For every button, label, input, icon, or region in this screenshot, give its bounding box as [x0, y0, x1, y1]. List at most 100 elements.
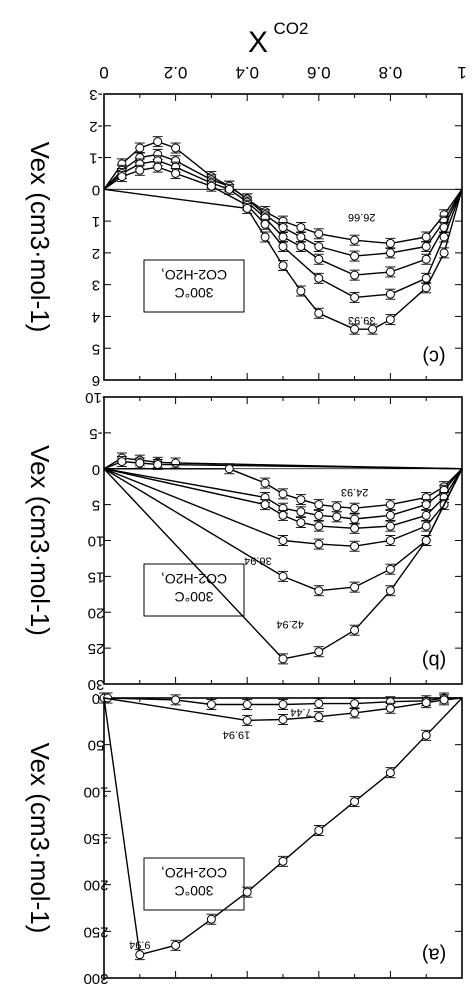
data-point [314, 539, 324, 549]
y-tick-label: 3 [92, 277, 100, 294]
curve-annotation: 36.94 [244, 555, 272, 567]
data-point [350, 292, 360, 302]
panel-label: (b) [422, 650, 446, 672]
data-point [314, 699, 324, 709]
data-point [278, 536, 288, 545]
data-point [278, 510, 288, 520]
data-point [350, 270, 360, 280]
data-point [385, 289, 395, 299]
y-tick-label: 100 [83, 783, 108, 800]
data-point [314, 242, 324, 252]
data-point [421, 283, 431, 293]
data-point [278, 571, 288, 581]
y-tick-label: 5 [92, 340, 100, 357]
data-point [368, 324, 377, 334]
y-tick-label: 10 [88, 533, 105, 550]
y-tick-label: 200 [83, 877, 108, 894]
series-line [103, 468, 463, 547]
y-tick-label: 20 [88, 604, 105, 621]
data-point [242, 715, 252, 725]
curve-annotation: 26.66 [348, 211, 376, 223]
data-point [332, 512, 342, 522]
y-tick-label: -2 [89, 118, 102, 135]
data-point [439, 248, 449, 258]
data-point [385, 521, 395, 531]
data-point [278, 222, 288, 232]
data-point [314, 712, 324, 722]
panel-b: -10 -5 0 5 10 15 20 25 30 Vex (cm3·mol-1) (b) 300°C… [25, 389, 463, 693]
data-point [135, 458, 145, 468]
data-point [314, 826, 324, 836]
data-point [278, 714, 288, 724]
data-point [296, 507, 306, 517]
data-point [206, 700, 216, 710]
panel-label: (c) [422, 346, 445, 368]
data-point [224, 184, 234, 194]
data-point [350, 235, 360, 245]
system-label-box [143, 259, 245, 313]
data-point [206, 181, 216, 191]
y-tick-label: -10 [85, 389, 107, 406]
data-point [314, 308, 324, 318]
data-point [242, 203, 252, 213]
series-line [103, 468, 463, 529]
data-point [350, 797, 360, 807]
data-point [135, 165, 145, 175]
data-point [385, 500, 395, 510]
data-point [153, 137, 163, 147]
y-tick-label: 15 [88, 568, 105, 585]
curve-annotation: 42.94 [276, 618, 304, 630]
data-point [385, 564, 395, 574]
data-point [278, 242, 288, 252]
series-line [103, 697, 463, 956]
data-point [296, 495, 306, 505]
data-point [421, 500, 431, 510]
data-point [117, 172, 127, 182]
y-tick-label: 0 [92, 690, 100, 707]
y-axis-label: Vex (cm3·mol-1) [25, 445, 55, 636]
curve-annotation: 7.44 [290, 706, 311, 718]
data-point [135, 950, 145, 960]
data-point [260, 232, 270, 242]
data-point [153, 162, 163, 172]
data-point [385, 768, 395, 778]
top-x-tick-label: 0.4 [235, 63, 259, 82]
y-tick-label: 300 [83, 970, 108, 987]
system-label-temperature: 300°C [174, 285, 213, 301]
top-x-tick-label: 0 [99, 63, 108, 82]
data-point [260, 500, 270, 510]
data-point [421, 730, 431, 740]
data-point [278, 700, 288, 710]
y-tick-label: 250 [83, 923, 108, 940]
data-point [296, 242, 306, 252]
y-tick-label: 30 [88, 676, 105, 693]
y-tick-label: 25 [88, 640, 105, 657]
data-point [350, 541, 360, 551]
system-label-box [143, 563, 245, 617]
data-point [153, 459, 163, 469]
data-point [385, 586, 395, 596]
data-point [385, 248, 395, 258]
data-point [206, 914, 216, 924]
data-point [421, 536, 431, 545]
data-point [385, 315, 395, 325]
data-point [350, 514, 360, 524]
data-point [385, 536, 395, 545]
data-point [296, 286, 306, 296]
data-point [421, 521, 431, 531]
top-x-tick-label: 0.8 [379, 63, 403, 82]
data-point [421, 273, 431, 283]
x-axis-title: X [248, 26, 268, 59]
data-point [314, 273, 324, 283]
data-point [135, 143, 145, 153]
top-x-axis: X CO2 [248, 19, 308, 59]
data-point [314, 647, 324, 657]
panel-c: -3 -2 -1 0 1 2 3 4 5 6 Vex (cm3·mol-1) (c) 300°C CO2-… [25, 86, 463, 389]
y-tick-label: -5 [89, 425, 102, 442]
data-point [296, 222, 306, 232]
plot-frame [103, 697, 463, 979]
data-point [350, 523, 360, 533]
curve-annotation: 24.93 [341, 486, 369, 498]
